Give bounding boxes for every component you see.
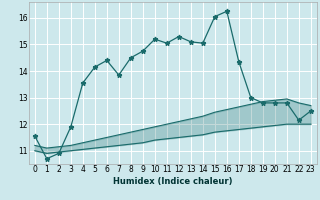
X-axis label: Humidex (Indice chaleur): Humidex (Indice chaleur) — [113, 177, 233, 186]
